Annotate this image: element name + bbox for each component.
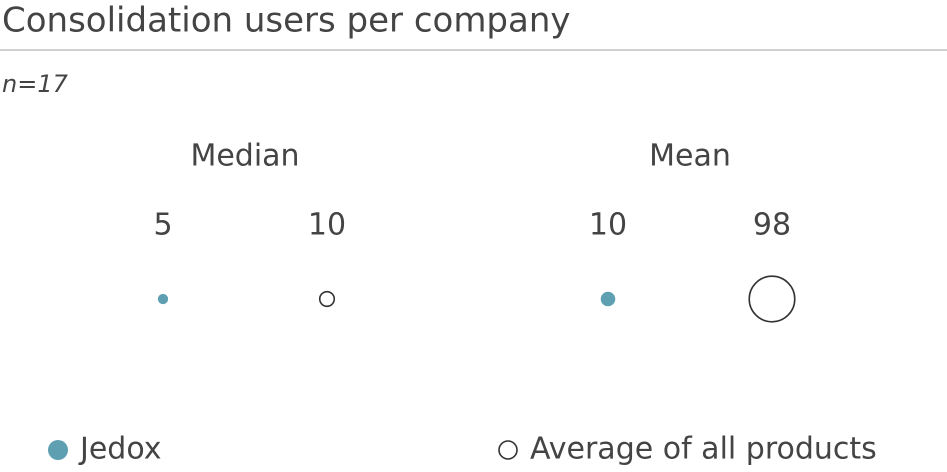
bubble (748, 275, 796, 323)
value-label: 5 (153, 208, 172, 243)
bubble (600, 291, 616, 307)
legend-label: Average of all products (530, 432, 877, 467)
legend-marker (48, 440, 68, 460)
chart-title: Consolidation users per company (2, 1, 571, 41)
category-label: Mean (649, 139, 731, 174)
value-label: 10 (589, 208, 627, 243)
value-label: 10 (308, 208, 346, 243)
bubble (157, 293, 169, 305)
chart-subtitle: n=17 (2, 70, 69, 98)
legend-marker (498, 440, 518, 460)
category-label: Median (190, 139, 299, 174)
legend-label: Jedox (78, 432, 162, 467)
value-label: 98 (753, 208, 791, 243)
bubble (318, 290, 336, 308)
